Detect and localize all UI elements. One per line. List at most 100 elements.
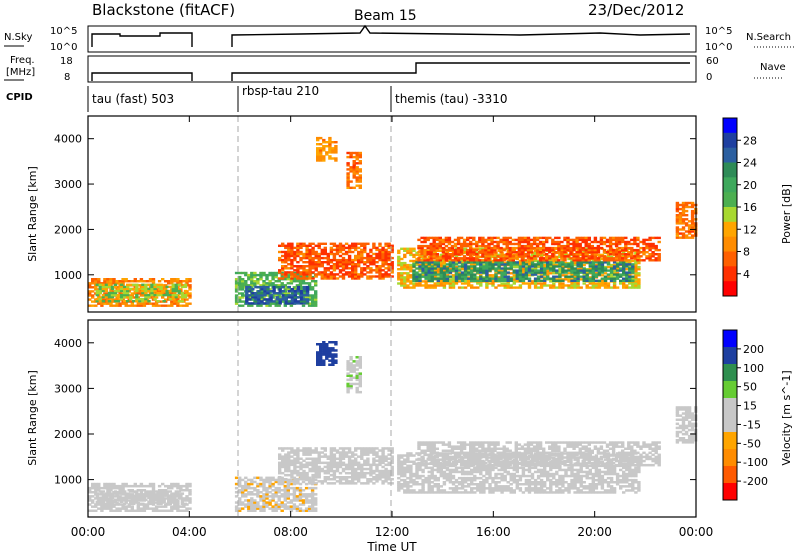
heatmap-cell-8 [530, 273, 535, 276]
heatmap-cell-9 [584, 238, 588, 242]
heatmap-cell-7 [400, 272, 404, 275]
heatmap-cell-4 [363, 244, 367, 247]
heatmap-cell-1 [147, 492, 151, 495]
heatmap-cell-7 [436, 268, 440, 271]
heatmap-cell-4 [290, 248, 294, 252]
heatmap-cell-4 [305, 271, 309, 274]
heatmap-cell-0 [188, 497, 192, 500]
heatmap-cell-9 [520, 236, 525, 240]
heatmap-cell-7 [457, 272, 462, 275]
heatmap-cell-2 [310, 302, 315, 305]
heatmap-cell-4 [308, 267, 312, 270]
heatmap-cell-2 [250, 275, 254, 279]
heatmap-cell-2 [274, 271, 278, 275]
heatmap-cell-9 [429, 236, 433, 240]
heatmap-cell-0 [91, 491, 95, 494]
heatmap-cell-9 [642, 259, 646, 262]
heatmap-cell-0 [161, 509, 165, 512]
heatmap-cell-7 [539, 282, 544, 285]
heatmap-cell-0 [170, 304, 174, 307]
heatmap-cell-9 [648, 257, 652, 260]
heatmap-cell-2 [310, 286, 315, 289]
heatmap-cell-8 [539, 263, 544, 266]
heatmap-cell-9 [435, 244, 439, 248]
heatmap-cell-9 [466, 248, 470, 252]
heatmap-cell-8 [430, 277, 434, 280]
heatmap-cell-3 [281, 296, 285, 299]
heatmap-cell-3 [278, 298, 282, 301]
heatmap-cell-3 [284, 465, 288, 469]
heatmap-cell-1 [126, 496, 130, 499]
heatmap-cell-5 [319, 155, 323, 158]
heatmap-cell-7 [585, 286, 589, 289]
heatmap-cell-9 [535, 238, 540, 242]
heatmap-cell-0 [106, 484, 110, 488]
heatmap-cell-8 [597, 267, 602, 270]
heatmap-cell-1 [110, 291, 115, 295]
freq-label: Freq. [10, 55, 35, 66]
heatmap-cell-4 [305, 265, 309, 268]
heatmap-cell-0 [121, 482, 125, 486]
heatmap-cell-0 [115, 302, 119, 305]
heatmap-cell-5 [325, 145, 329, 148]
heatmap-cell-0 [157, 280, 162, 283]
heatmap-cell-3 [314, 449, 318, 452]
heatmap-cell-9 [450, 246, 455, 250]
heatmap-cell-1 [159, 293, 163, 297]
heatmap-cell-9 [557, 240, 561, 244]
heatmap-cell-7 [448, 286, 453, 289]
heatmap-cell-3 [299, 294, 304, 297]
heatmap-cell-9 [526, 244, 531, 248]
heatmap-cell-8 [582, 271, 586, 274]
heatmap-cell-7 [457, 268, 462, 271]
heatmap-cell-4 [284, 250, 288, 254]
heatmap-cell-3 [299, 300, 304, 303]
heatmap-cell-7 [558, 255, 562, 259]
heatmap-cell-4 [332, 263, 337, 266]
heatmap-cell-3 [296, 482, 300, 485]
heatmap-cell-4 [311, 271, 315, 274]
heatmap-cell-7 [527, 259, 532, 263]
heatmap-cell-4 [296, 246, 300, 250]
heatmap-cell-4 [366, 265, 370, 268]
heatmap-cell-7 [603, 286, 608, 289]
heatmap-cell-4 [363, 248, 367, 252]
heatmap-cell-7 [415, 282, 419, 285]
heatmap-cell-7 [567, 280, 571, 283]
heatmap-cell-3 [311, 461, 315, 465]
heatmap-cell-2 [298, 507, 303, 510]
heatmap-cell-9 [572, 246, 576, 250]
heatmap-cell-2 [247, 478, 251, 482]
heatmap-cell-9 [496, 240, 500, 244]
heatmap-cell-4 [326, 267, 330, 270]
heatmap-cell-9 [557, 244, 561, 248]
heatmap-cell-2 [234, 491, 239, 494]
heatmap-cell-7 [558, 253, 562, 257]
heatmap-cell-7 [634, 251, 638, 255]
heatmap-cell-4 [366, 252, 370, 256]
heatmap-cell-2 [280, 503, 284, 506]
heatmap-cell-4 [378, 275, 382, 278]
heatmap-cell-3 [299, 467, 303, 471]
heatmap-cell-8 [615, 269, 620, 272]
heatmap-cell-6 [352, 172, 356, 175]
heatmap-cell-3 [287, 300, 291, 303]
heatmap-cell-3 [296, 453, 300, 456]
heatmap-cell-9 [627, 253, 631, 256]
heatmap-cell-4 [281, 267, 285, 270]
heatmap-cell-4 [296, 271, 300, 274]
heatmap-cell-7 [503, 253, 507, 257]
heatmap-cell-10 [687, 230, 692, 233]
heatmap-cell-7 [561, 265, 565, 269]
heatmap-cell-6 [346, 186, 350, 189]
heatmap-cell-7 [400, 282, 404, 285]
heatmap-cell-4 [302, 275, 306, 278]
heatmap-cell-0 [167, 304, 171, 307]
heatmap-cell-1 [135, 295, 139, 299]
heatmap-cell-1 [177, 494, 182, 497]
heatmap-cell-4 [338, 269, 343, 272]
heatmap-cell-3 [332, 469, 337, 473]
heatmap-cell-1 [135, 498, 139, 501]
heatmap-cell-0 [161, 304, 165, 307]
heatmap-cell-4 [390, 267, 394, 270]
